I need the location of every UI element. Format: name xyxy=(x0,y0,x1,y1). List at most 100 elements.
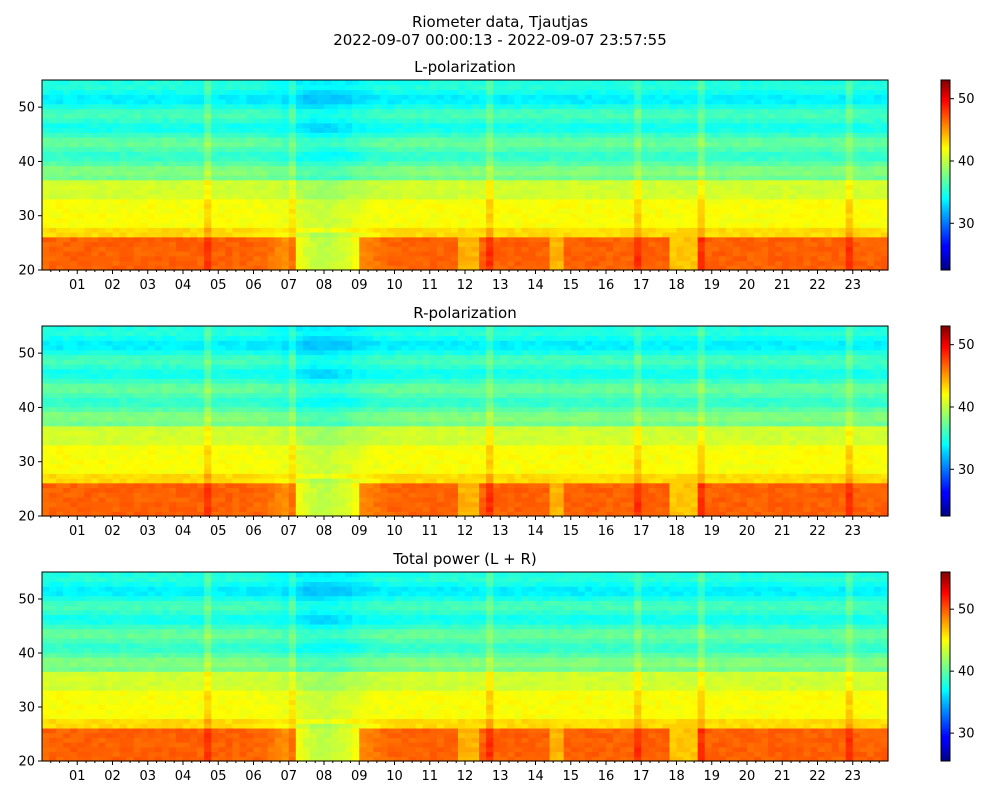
heatmap-cell xyxy=(359,198,367,205)
heatmap-cell xyxy=(803,189,812,195)
heatmap-cell xyxy=(338,127,346,133)
heatmap-cell xyxy=(380,227,389,233)
heatmap-cell xyxy=(415,203,424,209)
heatmap-cell xyxy=(204,141,212,148)
heatmap-cell xyxy=(331,213,339,219)
heatmap-cell xyxy=(845,170,854,176)
heatmap-cell xyxy=(366,232,374,238)
heatmap-cell xyxy=(394,137,403,143)
heatmap-cell xyxy=(112,94,121,100)
heatmap-cell xyxy=(493,217,501,224)
heatmap-cell xyxy=(761,122,769,129)
heatmap-cell xyxy=(690,108,699,114)
heatmap-cell xyxy=(98,94,107,100)
heatmap-cell xyxy=(63,160,71,167)
heatmap-cell xyxy=(77,260,85,266)
heatmap-cell xyxy=(634,80,642,86)
heatmap-cell xyxy=(570,103,579,110)
heatmap-cell xyxy=(190,232,198,238)
heatmap-cell xyxy=(838,156,847,162)
heatmap-cell xyxy=(873,222,882,228)
heatmap-cell xyxy=(556,241,565,247)
heatmap-cell xyxy=(634,251,642,257)
heatmap-cell xyxy=(175,137,184,143)
heatmap-cell xyxy=(422,160,431,167)
heatmap-cell xyxy=(295,113,304,119)
heatmap-cell xyxy=(577,165,586,171)
heatmap-cell xyxy=(119,194,128,200)
heatmap-cell xyxy=(91,146,99,152)
heatmap-cell xyxy=(338,251,346,257)
heatmap-cell xyxy=(197,246,205,252)
heatmap-cell xyxy=(620,198,628,205)
heatmap-cell xyxy=(810,184,819,190)
heatmap-cell xyxy=(845,89,854,95)
heatmap-cell xyxy=(239,184,248,190)
heatmap-cell xyxy=(338,203,346,209)
heatmap-cell xyxy=(845,113,854,119)
heatmap-cell xyxy=(542,246,551,252)
heatmap-cell xyxy=(521,236,530,243)
heatmap-cell xyxy=(563,251,572,257)
heatmap-cell xyxy=(415,236,424,243)
heatmap-cell xyxy=(408,208,417,214)
heatmap-cell xyxy=(739,203,748,209)
heatmap-cell xyxy=(324,260,332,266)
heatmap-cell xyxy=(77,265,85,271)
heatmap-cell xyxy=(845,137,854,143)
heatmap-cell xyxy=(627,236,635,243)
heatmap-cell xyxy=(711,260,720,266)
heatmap-cell xyxy=(690,89,699,95)
heatmap-cell xyxy=(443,160,452,167)
heatmap-cell xyxy=(521,160,530,167)
heatmap-cell xyxy=(387,156,396,162)
heatmap-cell xyxy=(345,118,353,124)
heatmap-cell xyxy=(747,103,755,110)
heatmap-cell xyxy=(563,113,572,119)
heatmap-cell xyxy=(739,118,748,124)
heatmap-cell xyxy=(352,122,360,129)
heatmap-cell xyxy=(253,127,262,133)
heatmap-cell xyxy=(281,194,290,200)
heatmap-cell xyxy=(415,255,424,262)
heatmap-cell xyxy=(147,132,156,138)
heatmap-cell xyxy=(754,151,762,157)
heatmap-cell xyxy=(232,165,240,171)
heatmap-cell xyxy=(486,227,494,233)
heatmap-cell xyxy=(676,84,685,91)
heatmap-cell xyxy=(676,222,685,228)
heatmap-cell xyxy=(288,175,297,181)
heatmap-cell xyxy=(232,189,240,195)
heatmap-cell xyxy=(775,170,783,176)
heatmap-cell xyxy=(620,265,628,271)
heatmap-cell xyxy=(359,141,367,148)
heatmap-cell xyxy=(394,99,403,105)
heatmap-cell xyxy=(352,179,360,186)
heatmap-cell xyxy=(556,179,565,186)
heatmap-cell xyxy=(775,227,783,233)
heatmap-cell xyxy=(803,132,812,138)
heatmap-cell xyxy=(422,213,431,219)
heatmap-cell xyxy=(352,146,360,152)
heatmap-cell xyxy=(577,137,586,143)
heatmap-cell xyxy=(493,165,501,171)
heatmap-cell xyxy=(436,118,445,124)
heatmap-cell xyxy=(126,265,135,271)
heatmap-cell xyxy=(42,345,50,351)
heatmap-cell xyxy=(154,251,163,257)
heatmap-cell xyxy=(690,189,699,195)
heatmap-cell xyxy=(859,213,868,219)
heatmap-cell xyxy=(711,198,720,205)
heatmap-cell xyxy=(77,137,85,143)
heatmap-cell xyxy=(606,113,614,119)
heatmap-cell xyxy=(500,222,508,228)
x-tick-label: 07 xyxy=(280,278,297,293)
heatmap-cell xyxy=(768,108,776,114)
heatmap-cell xyxy=(542,113,551,119)
heatmap-cell xyxy=(154,146,163,152)
heatmap-cell xyxy=(838,127,847,133)
heatmap-cell xyxy=(591,255,600,262)
heatmap-cell xyxy=(302,260,311,266)
heatmap-cell xyxy=(232,160,240,167)
heatmap-cell xyxy=(119,127,128,133)
